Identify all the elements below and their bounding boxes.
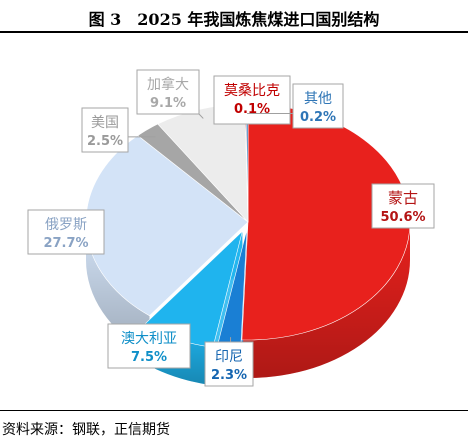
label-box-3	[27, 209, 105, 255]
label-box-6	[213, 75, 291, 125]
label-box-2	[107, 323, 191, 369]
slice-name-0: 蒙古	[388, 189, 418, 207]
label-box-7	[292, 83, 344, 129]
chart-title: 图 3 2025 年我国炼焦煤进口国别结构	[88, 10, 380, 29]
slice-value-7: 0.2%	[300, 110, 336, 125]
slice-value-6: 0.1%	[234, 102, 270, 117]
leader-line-5	[198, 113, 204, 119]
title-bar: 图 3 2025 年我国炼焦煤进口国别结构	[0, 0, 468, 33]
slice-value-3: 27.7%	[43, 236, 88, 251]
slice-label-6: 莫桑比克 0.1%	[213, 75, 291, 125]
slice-value-4: 2.5%	[87, 134, 123, 149]
slice-name-6: 莫桑比克	[224, 83, 280, 99]
pie-side-shade-0	[241, 222, 410, 378]
slice-label-5: 加拿大 9.1%	[136, 69, 204, 119]
slice-label-7: 其他 0.2%	[247, 83, 344, 129]
slice-name-2: 澳大利亚	[121, 331, 177, 347]
slice-value-5: 9.1%	[150, 96, 186, 111]
label-box-5	[136, 69, 200, 115]
slice-value-2: 7.5%	[131, 350, 167, 365]
source-note: 资料来源：钢联，正信期货	[2, 422, 170, 438]
slice-label-1: 印尼 2.3%	[204, 337, 254, 387]
pie-chart: 蒙古 50.6% 印尼 2.3% 澳大利亚 7.5% 俄罗斯 27.7% 美国 2.5% 加拿大 9.…	[27, 69, 435, 387]
source-bar: 资料来源：钢联，正信期货	[0, 410, 468, 446]
slice-name-3: 俄罗斯	[45, 217, 87, 233]
label-box-1	[204, 341, 254, 387]
label-box-0	[371, 183, 435, 229]
slice-label-0: 蒙古 50.6%	[371, 183, 435, 229]
slice-value-0: 50.6%	[380, 210, 425, 225]
slice-name-7: 其他	[304, 91, 332, 107]
slice-label-3: 俄罗斯 27.7%	[27, 209, 105, 255]
slice-name-5: 加拿大	[147, 76, 189, 93]
slice-name-1: 印尼	[215, 349, 243, 365]
slice-value-1: 2.3%	[211, 368, 247, 383]
pie-side-shade-3	[86, 222, 150, 354]
slice-label-4: 美国 2.5%	[81, 107, 156, 153]
slice-label-2: 澳大利亚 7.5%	[107, 323, 191, 369]
label-box-4	[81, 107, 129, 153]
slice-name-4: 美国	[91, 115, 119, 131]
